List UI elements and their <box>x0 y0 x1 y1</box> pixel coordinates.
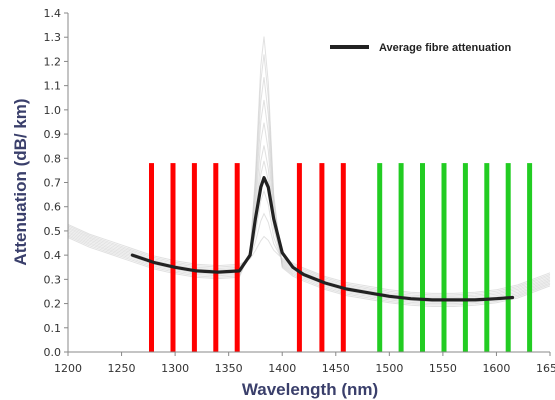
channel-bar <box>296 163 302 352</box>
channel-bar <box>340 163 346 352</box>
legend: Average fibre attenuation <box>330 42 512 54</box>
y-tick-label: 0.1 <box>44 322 62 335</box>
series-line-average <box>130 176 515 302</box>
channel-bar <box>441 163 447 352</box>
channel-bar <box>527 163 533 352</box>
x-tick-label: 1600 <box>482 362 510 375</box>
channel-bar <box>319 163 325 352</box>
legend-label: Average fibre attenuation <box>379 42 512 54</box>
y-tick-label: 0.2 <box>44 298 62 311</box>
y-axis-title: Attenuation (dB/ km) <box>11 98 30 265</box>
x-tick-label: 1300 <box>161 362 189 375</box>
background-curve <box>67 54 551 306</box>
x-tick-label: 1500 <box>375 362 403 375</box>
y-tick-label: 0.4 <box>44 249 62 262</box>
channel-bar <box>234 163 240 352</box>
background-curve <box>67 189 551 297</box>
channel-bar <box>191 163 197 352</box>
y-tick-label: 1.2 <box>44 55 62 68</box>
background-curve <box>67 223 551 294</box>
y-tick-label: 0.7 <box>44 177 62 190</box>
background-curve <box>67 212 551 296</box>
x-tick-label: 1550 <box>429 362 457 375</box>
y-tick-label: 0.3 <box>44 273 62 286</box>
x-ticks: 1200 1250 1300 1350 1400 1450 1500 1550 1600 1650 <box>54 352 555 375</box>
y-tick-label: 0.0 <box>44 346 62 359</box>
y-tick-label: 0.5 <box>44 225 62 238</box>
channel-bar <box>484 163 490 352</box>
background-curves <box>67 36 551 307</box>
channel-bars <box>149 163 533 352</box>
y-tick-label: 0.8 <box>44 152 62 165</box>
channel-bar <box>398 163 404 352</box>
y-tick-label: 1.0 <box>44 104 62 117</box>
y-tick-label: 0.6 <box>44 201 62 214</box>
channel-bar <box>213 163 219 352</box>
channel-bar <box>377 163 383 352</box>
x-tick-label: 1350 <box>215 362 243 375</box>
x-tick-label: 1400 <box>268 362 296 375</box>
x-tick-label: 1650 <box>536 362 555 375</box>
x-axis-title: Wavelength (nm) <box>242 380 378 399</box>
x-tick-label: 1450 <box>322 362 350 375</box>
y-tick-label: 0.9 <box>44 128 62 141</box>
channel-bar <box>420 163 425 352</box>
y-tick-label: 1.4 <box>44 7 62 20</box>
y-tick-label: 1.3 <box>44 31 62 44</box>
channel-bar <box>149 163 154 352</box>
channel-bar <box>505 163 511 352</box>
x-tick-label: 1200 <box>54 362 82 375</box>
series-lines <box>130 176 515 302</box>
channel-bar <box>462 163 468 352</box>
channel-bar <box>170 163 176 352</box>
background-curve <box>67 160 551 299</box>
y-ticks: 0.0 0.1 0.2 0.3 0.4 0.5 0.6 0.7 0.8 0.9 1.0 1.1 1.2 1… <box>44 7 68 359</box>
x-tick-label: 1250 <box>108 362 136 375</box>
y-tick-label: 1.1 <box>44 80 62 93</box>
background-curve <box>67 36 551 307</box>
